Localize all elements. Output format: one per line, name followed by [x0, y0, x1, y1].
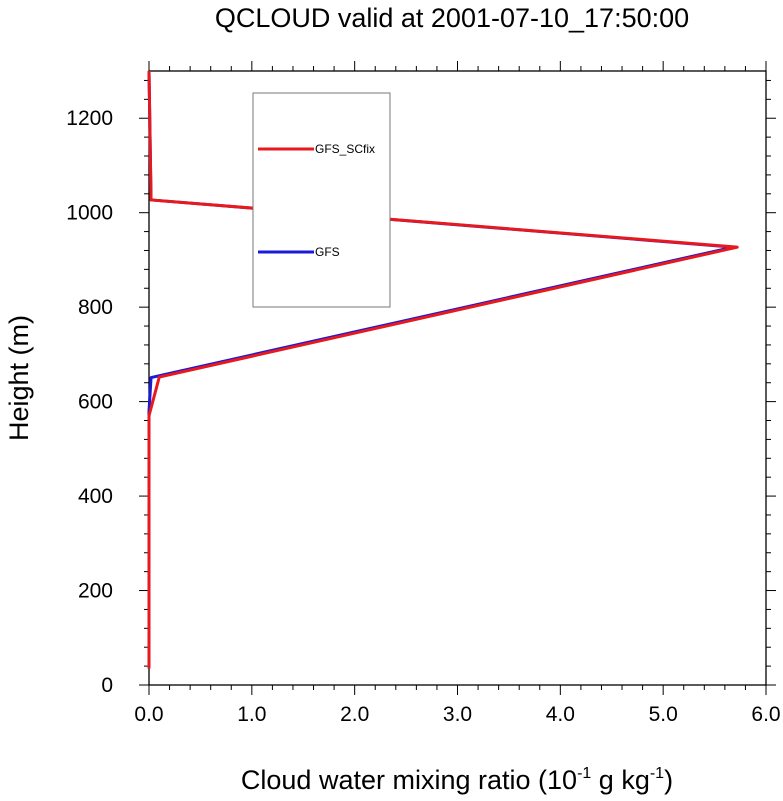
- legend-label-gfs: GFS: [315, 245, 340, 259]
- plot-frame: [148, 70, 767, 686]
- series-lines: [147, 70, 739, 669]
- x-axis-label: Cloud water mixing ratio (10-1 g kg-1): [241, 765, 673, 795]
- legend: GFS_SCfix GFS: [252, 92, 391, 308]
- legend-label-gfs-scfix: GFS_SCfix: [315, 142, 375, 156]
- legend-box: [252, 92, 391, 308]
- axis-ticks: 0.0 1.0 2.0 3.0 4.0 5.0 6.0 0 200 400 600 800 1000 12…: [66, 61, 781, 726]
- y-tick-label: 400: [78, 485, 113, 508]
- y-axis-label: Height (m): [4, 315, 34, 441]
- y-tick-label: 600: [78, 391, 113, 414]
- x-tick-label: 0.0: [134, 703, 163, 726]
- y-tick-label: 200: [78, 580, 113, 603]
- x-tick-label: 3.0: [443, 703, 472, 726]
- x-tick-label: 1.0: [237, 703, 266, 726]
- x-axis-label-base: Cloud water mixing ratio (10: [241, 765, 577, 795]
- series-line-gfs: [147, 70, 735, 669]
- x-tick-label: 2.0: [340, 703, 369, 726]
- series-line-gfs-scfix: [147, 70, 739, 669]
- x-tick-label: 5.0: [649, 703, 678, 726]
- y-tick-label: 1000: [66, 202, 113, 225]
- x-axis-label-exponent-2: -1: [650, 765, 664, 782]
- x-axis-label-exponent-1: -1: [577, 765, 591, 782]
- x-axis-label-middle: g kg: [591, 765, 650, 795]
- x-axis-label-end: ): [664, 765, 673, 795]
- x-tick-label: 6.0: [751, 703, 780, 726]
- y-tick-label: 1200: [66, 107, 113, 130]
- y-tick-label: 0: [101, 674, 113, 697]
- chart-title: QCLOUD valid at 2001-07-10_17:50:00: [215, 3, 689, 33]
- x-tick-label: 4.0: [546, 703, 575, 726]
- y-tick-label: 800: [78, 296, 113, 319]
